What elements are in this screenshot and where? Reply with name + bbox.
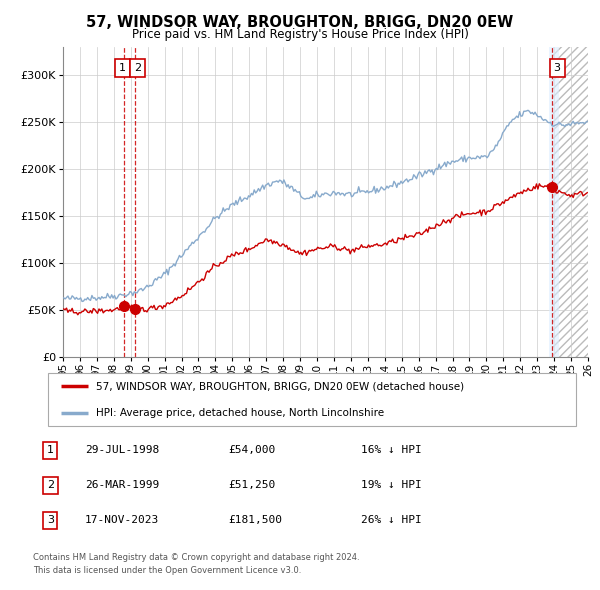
Text: 3: 3 — [47, 515, 54, 525]
Text: £54,000: £54,000 — [229, 445, 276, 455]
Text: 26-MAR-1999: 26-MAR-1999 — [85, 480, 160, 490]
Text: 29-JUL-1998: 29-JUL-1998 — [85, 445, 160, 455]
Text: 57, WINDSOR WAY, BROUGHTON, BRIGG, DN20 0EW: 57, WINDSOR WAY, BROUGHTON, BRIGG, DN20 … — [86, 15, 514, 30]
Text: £51,250: £51,250 — [229, 480, 276, 490]
Text: 19% ↓ HPI: 19% ↓ HPI — [361, 480, 422, 490]
Text: 26% ↓ HPI: 26% ↓ HPI — [361, 515, 422, 525]
Text: HPI: Average price, detached house, North Lincolnshire: HPI: Average price, detached house, Nort… — [95, 408, 383, 418]
Text: 1: 1 — [47, 445, 54, 455]
Text: This data is licensed under the Open Government Licence v3.0.: This data is licensed under the Open Gov… — [33, 566, 301, 575]
Text: Price paid vs. HM Land Registry's House Price Index (HPI): Price paid vs. HM Land Registry's House … — [131, 28, 469, 41]
Text: 16% ↓ HPI: 16% ↓ HPI — [361, 445, 422, 455]
Text: £181,500: £181,500 — [229, 515, 283, 525]
Text: 3: 3 — [554, 63, 560, 73]
Text: 2: 2 — [134, 63, 141, 73]
Text: Contains HM Land Registry data © Crown copyright and database right 2024.: Contains HM Land Registry data © Crown c… — [33, 553, 359, 562]
FancyBboxPatch shape — [48, 373, 576, 426]
Text: 1: 1 — [119, 63, 126, 73]
Bar — [553, 47, 596, 357]
Text: 17-NOV-2023: 17-NOV-2023 — [85, 515, 160, 525]
Text: 57, WINDSOR WAY, BROUGHTON, BRIGG, DN20 0EW (detached house): 57, WINDSOR WAY, BROUGHTON, BRIGG, DN20 … — [95, 381, 464, 391]
Bar — [549, 47, 559, 357]
Text: 2: 2 — [47, 480, 54, 490]
